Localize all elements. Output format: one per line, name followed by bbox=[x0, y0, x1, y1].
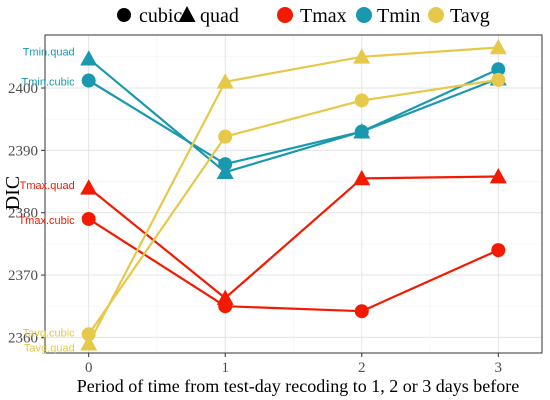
x-axis-title: Period of time from test-day recoding to… bbox=[77, 376, 519, 396]
data-point-tmax-quad bbox=[80, 179, 98, 195]
legend-label-tmin: Tmin bbox=[377, 5, 420, 27]
y-tick-label: 2400 bbox=[8, 81, 38, 97]
legend-swatch-tmax bbox=[277, 7, 293, 23]
series-line-tmax-cubic bbox=[88, 217, 499, 313]
x-tick-label: 1 bbox=[221, 360, 229, 376]
legend-label-quad: quad bbox=[200, 5, 239, 27]
legend-label-tmax: Tmax bbox=[300, 5, 347, 27]
annotation-tavg-quad: Tavg.quad bbox=[24, 343, 75, 355]
data-point-tmax-quad bbox=[353, 169, 371, 186]
series-annotations: Tmin.quad Tmin.cubic Tmax.quad Tmax.cubic Ta… bbox=[18, 47, 75, 355]
annotation-tmin-cubic: Tmin.cubic bbox=[22, 77, 76, 89]
plot-panel-border bbox=[44, 34, 543, 354]
series-line-tmin-quad bbox=[87, 57, 499, 174]
data-point-tmax-quad bbox=[216, 289, 234, 305]
data-point-tavg-quad bbox=[489, 38, 507, 55]
y-axis-title: DIC bbox=[2, 176, 24, 210]
legend-swatch-tmin bbox=[356, 7, 372, 23]
x-tick-label: 0 bbox=[85, 360, 93, 376]
data-point-tavg-quad bbox=[353, 48, 371, 64]
annotation-tmin-quad: Tmin.quad bbox=[23, 47, 75, 59]
series-layer bbox=[80, 38, 507, 351]
data-point-tavg-cubic bbox=[218, 129, 233, 144]
legend-triangle-icon bbox=[178, 6, 196, 22]
data-point-tmin-quad bbox=[80, 50, 98, 66]
series-line-tmax-quad bbox=[88, 175, 499, 300]
data-point-tavg-quad bbox=[216, 73, 234, 89]
legend-swatch-tavg bbox=[428, 7, 444, 23]
series-line-tavg-cubic bbox=[87, 78, 499, 335]
legend: cubic quad Tmax Tmin Tavg bbox=[117, 5, 490, 27]
y-tick-label: 2380 bbox=[8, 206, 38, 222]
x-tick-label: 3 bbox=[495, 360, 503, 376]
series-tavg-quad bbox=[80, 38, 507, 351]
y-tick-label: 2370 bbox=[8, 268, 38, 284]
series-line-tmin-cubic bbox=[88, 68, 499, 166]
data-point-tmax-cubic bbox=[491, 243, 506, 258]
legend-circle-icon bbox=[117, 8, 131, 22]
legend-label-cubic: cubic bbox=[139, 5, 182, 27]
series-tmax-quad bbox=[80, 168, 507, 305]
series-line-tavg-quad bbox=[87, 46, 499, 345]
data-point-tmin-cubic bbox=[81, 73, 96, 88]
data-point-tmin-quad bbox=[353, 123, 371, 139]
legend-label-tavg: Tavg bbox=[450, 5, 490, 27]
data-point-tavg-cubic bbox=[491, 72, 506, 87]
y-tick-label: 2360 bbox=[8, 330, 38, 346]
x-tick-label: 2 bbox=[358, 360, 366, 376]
annotation-tmax-cubic: Tmax.cubic bbox=[18, 215, 75, 227]
data-point-tmin-quad bbox=[216, 163, 234, 179]
y-tick-label: 2390 bbox=[8, 143, 38, 159]
data-point-tavg-quad bbox=[80, 335, 98, 351]
data-point-tavg-cubic bbox=[354, 93, 369, 108]
annotation-tmax-quad: Tmax.quad bbox=[20, 180, 75, 192]
data-point-tmax-quad bbox=[489, 168, 507, 184]
annotation-tavg-cubic: Tavg.cubic bbox=[23, 327, 75, 339]
axis-ticks: 2360 2370 2380 2390 2400 0 1 2 3 bbox=[8, 81, 502, 376]
data-point-tmin-cubic bbox=[491, 62, 506, 77]
data-point-tmax-cubic bbox=[81, 211, 96, 226]
data-point-tmax-cubic bbox=[354, 304, 369, 319]
